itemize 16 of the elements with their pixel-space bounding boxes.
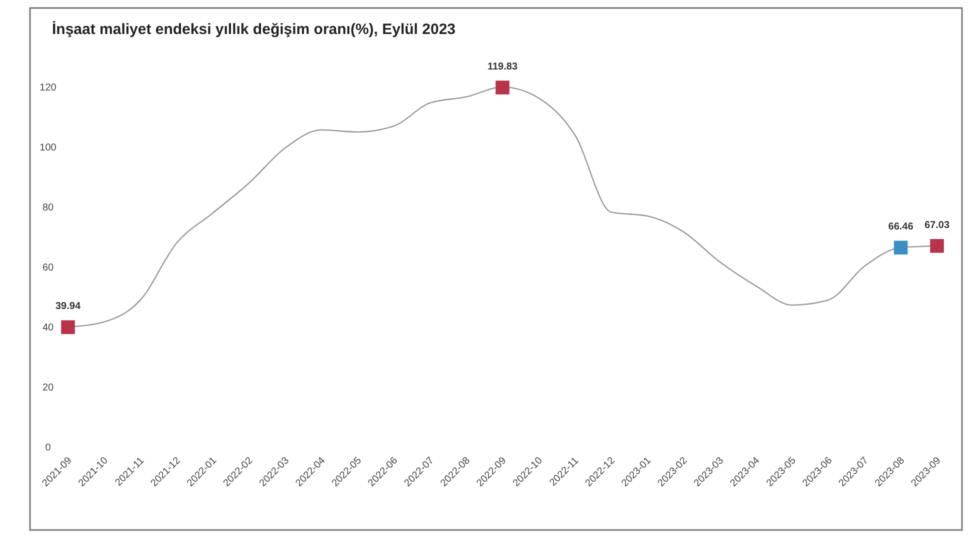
y-tick-label: 40 <box>42 322 54 334</box>
point <box>894 240 908 255</box>
data-label: 39.94 <box>55 301 81 312</box>
point <box>930 239 944 253</box>
chart-title: İnşaat maliyet endeksi yıllık değişim oranı(%), Eylül 2023 <box>52 21 456 38</box>
point <box>496 80 510 94</box>
y-tick-label: 80 <box>42 202 54 214</box>
y-tick-label: 120 <box>40 82 57 94</box>
y-tick-label: 20 <box>42 382 54 394</box>
y-tick-label: 0 <box>45 442 52 454</box>
data-label: 67.03 <box>924 220 950 231</box>
point <box>61 320 75 334</box>
data-label: 119.83 <box>487 62 518 73</box>
data-label: 66.46 <box>888 222 914 233</box>
y-tick-label: 100 <box>40 142 57 154</box>
y-tick-label: 60 <box>42 262 54 274</box>
